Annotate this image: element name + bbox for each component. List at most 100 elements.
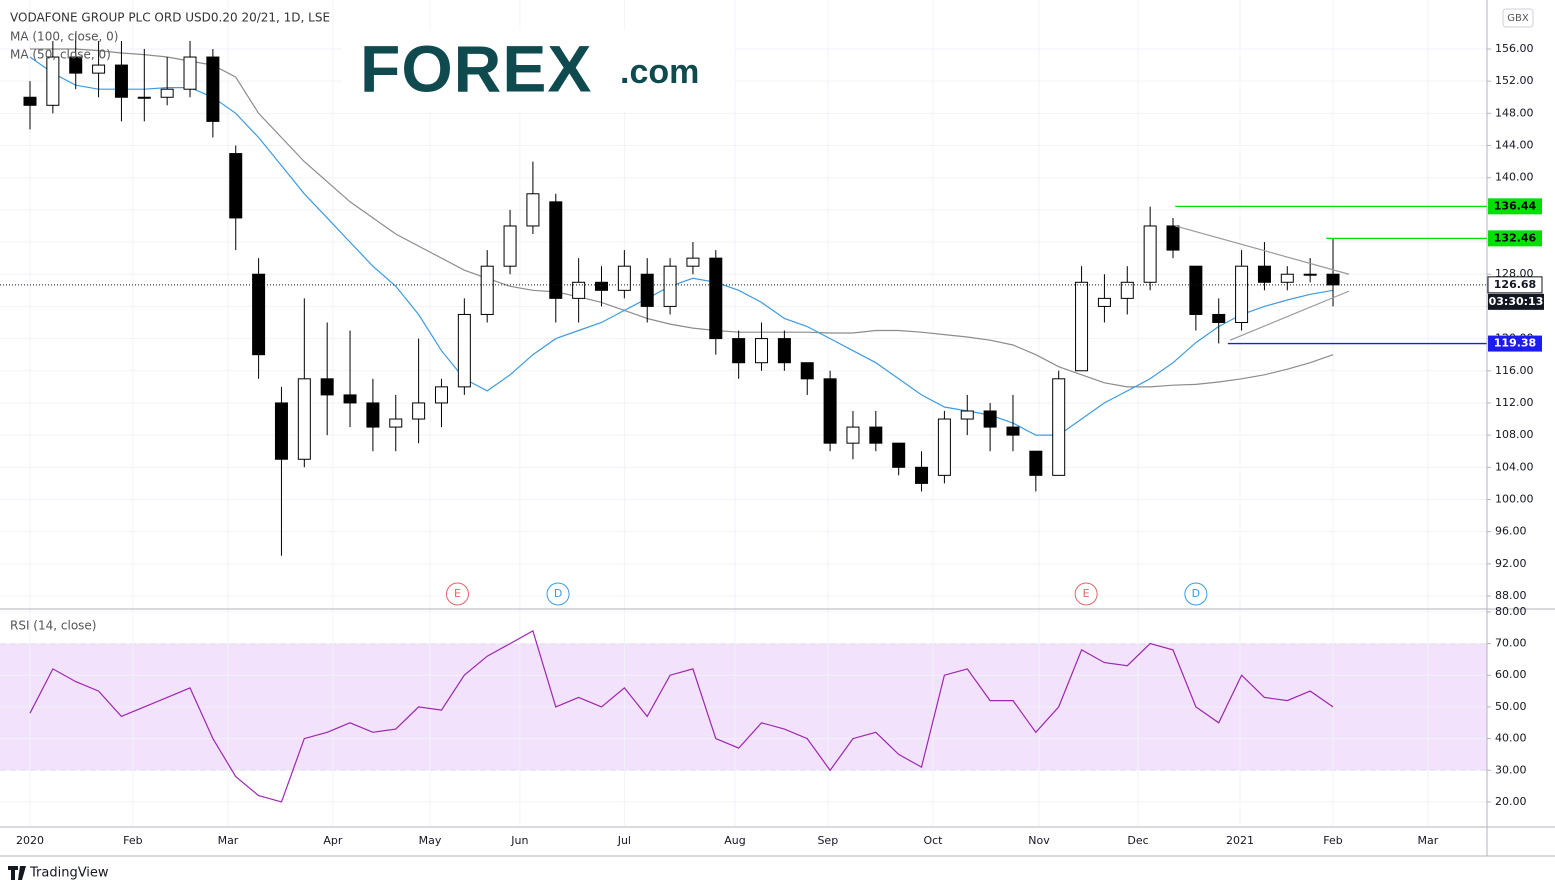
trendline [1229, 290, 1350, 341]
y-tick-label: 20.00 [1495, 795, 1527, 808]
ma-legend: MA (50, close, 0) [10, 48, 111, 62]
y-tick-label: 112.00 [1495, 396, 1534, 409]
candle-body [23, 96, 37, 106]
candle-body [480, 265, 494, 315]
candle-body [297, 378, 311, 460]
candle-body [1097, 297, 1111, 307]
candle-body [1303, 273, 1317, 276]
candle-body [777, 338, 791, 364]
event-marker [1074, 582, 1098, 606]
candle-body [709, 257, 723, 340]
candle-body [617, 265, 631, 291]
event-marker [546, 582, 570, 606]
y-tick-label: 40.00 [1495, 732, 1527, 745]
candle-body [434, 386, 448, 404]
moving-average [30, 48, 1334, 388]
y-tick-label: 148.00 [1495, 106, 1534, 119]
candle-body [412, 402, 426, 420]
candle-body [1052, 378, 1066, 476]
x-tick-label: 2020 [16, 834, 44, 847]
y-tick-label: 80.00 [1495, 605, 1527, 618]
candle-body [114, 64, 128, 98]
y-tick-label: 152.00 [1495, 74, 1534, 87]
event-label: E [454, 587, 461, 600]
candle-body [594, 281, 608, 291]
rsi-line [29, 630, 1334, 803]
candle-body [1189, 265, 1203, 315]
candle-body [183, 56, 197, 90]
footer-brand[interactable]: TradingView [29, 866, 109, 881]
logo-background [342, 30, 734, 112]
level-label: 119.38 [1494, 337, 1536, 350]
candle-body [1166, 225, 1180, 251]
x-tick-label: Sep [817, 834, 838, 847]
candle-body [572, 281, 586, 299]
level-label: 136.44 [1494, 199, 1537, 212]
x-tick-label: Apr [323, 834, 343, 847]
candle-body [46, 56, 60, 106]
y-tick-label: 140.00 [1495, 171, 1534, 184]
x-tick-label: Feb [1323, 834, 1342, 847]
candle-body [206, 56, 220, 122]
x-tick-label: Aug [724, 834, 745, 847]
trendline [1175, 225, 1350, 275]
level-badge [1488, 230, 1542, 247]
y-tick-label: 100.00 [1495, 492, 1534, 505]
unit-label: GBX [1507, 13, 1529, 24]
event-label: D [1192, 587, 1200, 600]
y-tick-label: 70.00 [1495, 637, 1527, 650]
candle-body [320, 378, 334, 396]
candle-body [640, 273, 654, 307]
candle-body [229, 153, 243, 219]
y-tick-label: 92.00 [1495, 557, 1527, 570]
y-tick-label: 116.00 [1495, 364, 1534, 377]
logo-brand: FOREX [360, 31, 592, 105]
candle-body [1075, 281, 1089, 372]
candle-body [663, 265, 677, 307]
x-tick-label: Jun [510, 834, 528, 847]
event-marker [445, 582, 469, 606]
candle-body [846, 426, 860, 444]
y-tick-label: 88.00 [1495, 589, 1527, 602]
x-tick-label: Nov [1028, 834, 1050, 847]
candle-body [1120, 281, 1134, 299]
candle-body [366, 402, 380, 428]
candle-body [137, 96, 151, 99]
candle-body [1235, 265, 1249, 324]
moving-average [29, 56, 1334, 436]
candle-body [1143, 225, 1157, 283]
y-tick-label: 96.00 [1495, 525, 1527, 538]
candle-body [389, 418, 403, 428]
x-tick-label: 2021 [1226, 834, 1254, 847]
candle-body [755, 338, 769, 364]
y-tick-label: 50.00 [1495, 700, 1527, 713]
candle-body [343, 394, 357, 404]
candle-body [732, 338, 746, 364]
countdown-badge [1488, 293, 1544, 310]
event-marker [1184, 582, 1208, 606]
x-tick-label: Mar [218, 834, 239, 847]
y-tick-label: 156.00 [1495, 42, 1534, 55]
candle-body [1280, 273, 1294, 283]
unit-badge [1502, 8, 1534, 28]
x-tick-label: Jul [617, 834, 631, 847]
x-tick-label: May [419, 834, 442, 847]
level-badge [1488, 198, 1542, 215]
candle-body [1029, 450, 1043, 476]
candle-body [915, 466, 929, 484]
y-tick-label: 104.00 [1495, 460, 1534, 473]
plot [0, 32, 1487, 803]
candle-body [983, 410, 997, 428]
candle-body [1326, 273, 1340, 286]
y-tick-label: 144.00 [1495, 139, 1534, 152]
candle-body [1006, 426, 1020, 436]
y-tick-label: 108.00 [1495, 428, 1534, 441]
candle-body [800, 362, 814, 380]
candle-body [1212, 313, 1226, 324]
level-badge [1488, 335, 1542, 352]
candle-body [69, 56, 83, 74]
candle-body [549, 201, 563, 299]
x-tick-label: Feb [123, 834, 142, 847]
candle-body [823, 378, 837, 444]
